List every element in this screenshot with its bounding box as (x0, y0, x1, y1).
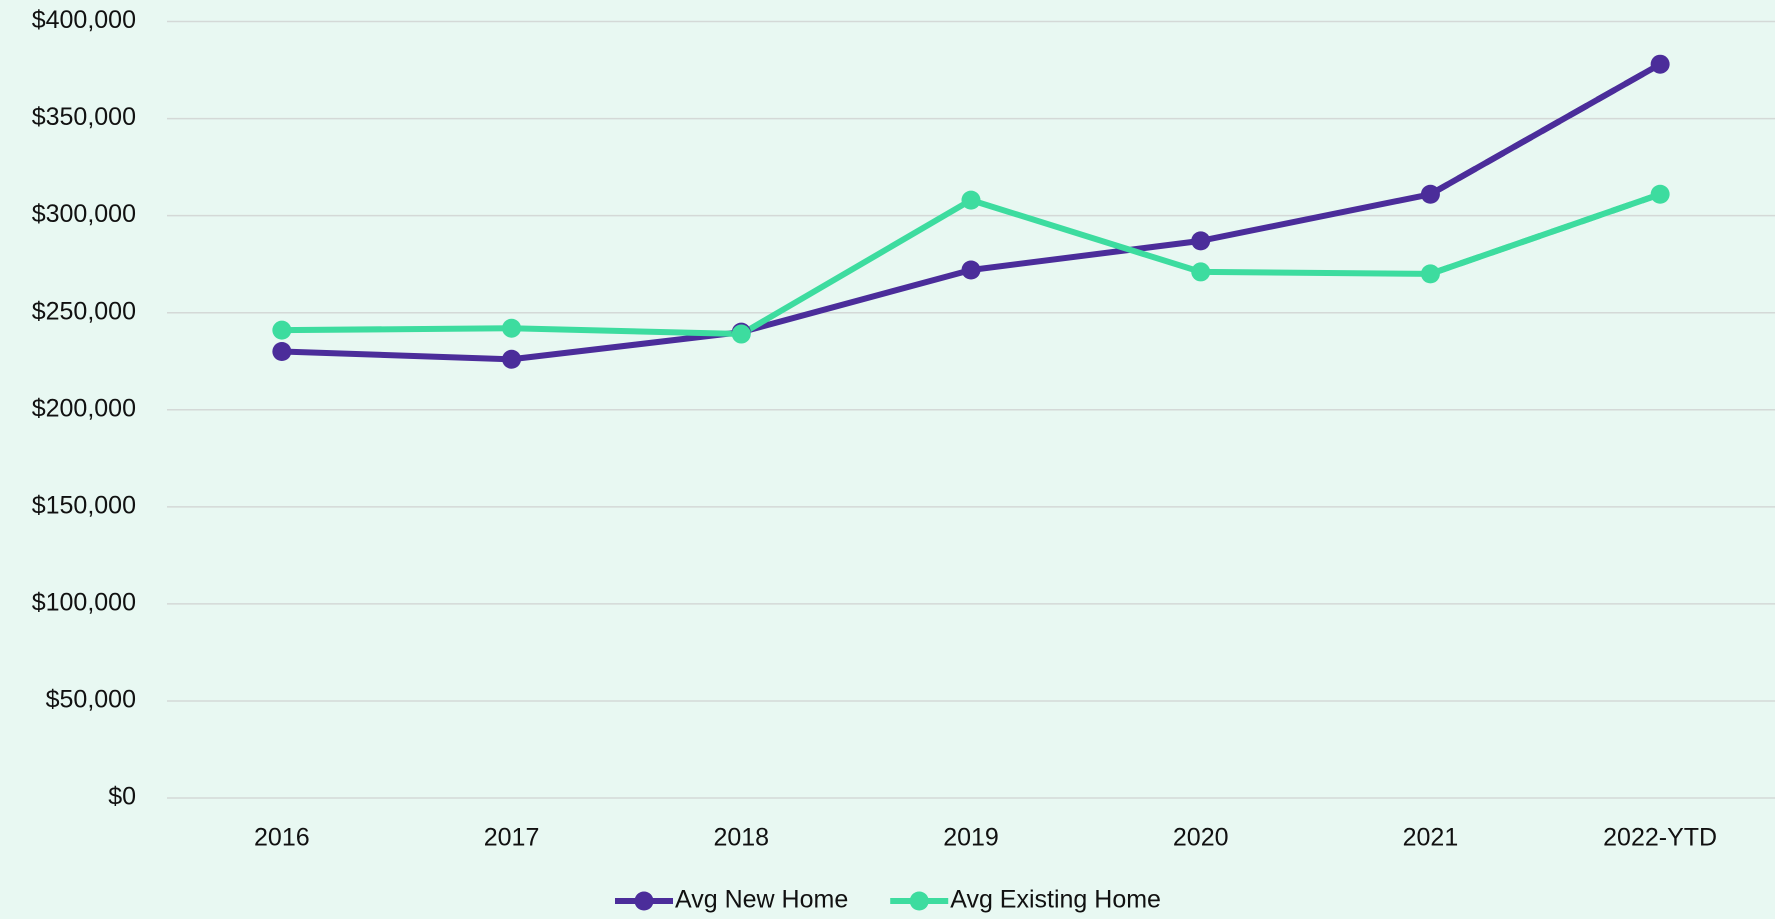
marker (961, 260, 981, 280)
x-tick-label: 2017 (484, 824, 540, 852)
legend-marker (909, 891, 929, 911)
marker (1191, 231, 1211, 251)
marker (1191, 262, 1211, 282)
marker (1420, 184, 1440, 204)
legend-label: Avg Existing Home (950, 886, 1161, 914)
marker (272, 320, 292, 340)
y-tick-label: $0 (108, 783, 136, 811)
marker (272, 342, 292, 362)
marker (731, 324, 751, 344)
y-tick-label: $200,000 (32, 394, 136, 422)
marker (1650, 184, 1670, 204)
line (281, 61, 1662, 363)
marker (961, 190, 981, 210)
line-dashed (1429, 191, 1662, 277)
y-tick-label: $100,000 (32, 588, 136, 616)
x-tick-label: 2018 (713, 824, 769, 852)
y-tick-label: $250,000 (32, 297, 136, 325)
y-tick-label: $300,000 (32, 200, 136, 228)
x-tick-label: 2019 (943, 824, 999, 852)
x-tick-label: 2016 (254, 824, 310, 852)
marker (1420, 264, 1440, 284)
x-tick-label: 2021 (1403, 824, 1459, 852)
marker (502, 318, 522, 338)
y-tick-label: $50,000 (46, 686, 136, 714)
y-tick-label: $400,000 (32, 6, 136, 34)
x-tick-label: 2020 (1173, 824, 1229, 852)
legend-marker (634, 891, 654, 911)
line-dashed (1428, 61, 1662, 197)
x-tick-label: 2022-YTD (1603, 824, 1717, 852)
marker (1650, 54, 1670, 74)
y-tick-label: $150,000 (32, 491, 136, 519)
y-tick-label: $350,000 (32, 103, 136, 131)
legend-label: Avg New Home (675, 886, 848, 914)
marker (502, 349, 522, 369)
